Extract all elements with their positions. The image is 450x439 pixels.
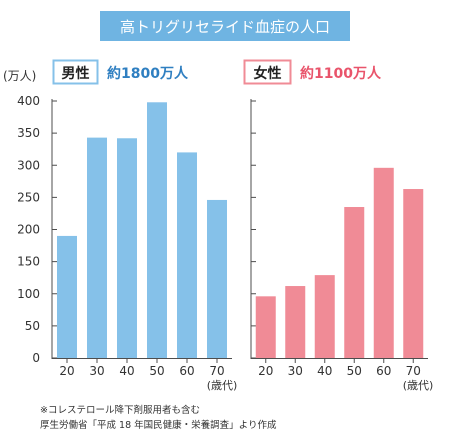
female-x-tick-label-20: 20 xyxy=(258,364,273,378)
chart-title-banner: 高トリグリセライド血症の人口 xyxy=(100,11,350,41)
female-x-tick-label-60: 60 xyxy=(376,364,391,378)
y-tick-label-250: 250 xyxy=(17,190,40,204)
female-bar-30 xyxy=(285,286,306,358)
male-bar-20 xyxy=(57,235,77,358)
y-tick-label-50: 50 xyxy=(25,319,40,333)
y-tick-label-300: 300 xyxy=(17,158,40,172)
y-tick-label-200: 200 xyxy=(17,223,40,237)
female-label-text: 女性 xyxy=(254,65,282,82)
y-tick-label-0: 0 xyxy=(32,351,40,365)
y-tick-label-350: 350 xyxy=(17,126,40,140)
female-x-tick-label-50: 50 xyxy=(347,364,362,378)
female-x-tick-label-40: 40 xyxy=(317,364,332,378)
footnote-source: 厚生労働省「平成 18 年国民健康・栄養調査」より作成 xyxy=(40,420,277,431)
footnote-medication: ※コレステロール降下剤服用者も含む xyxy=(40,405,200,416)
female-x-unit-label: (歳代) xyxy=(403,379,434,392)
male-label-text: 男性 xyxy=(62,65,90,82)
male-x-unit-label: (歳代) xyxy=(207,379,238,392)
labels-layer: 20 30 40 50 60 70 男性 約1800万人 (歳代) 20 30 40 50 60 70 女性 約… xyxy=(3,59,434,392)
female-label-box xyxy=(243,59,292,85)
female-bar-40 xyxy=(314,275,335,358)
y-tick-label-100: 100 xyxy=(17,287,40,301)
male-x-tick-label-50: 50 xyxy=(149,364,164,378)
axes-layer: 0 50 100 150 200 250 300 350 400 xyxy=(17,94,428,365)
male-label-box xyxy=(52,59,99,85)
male-x-tick-label-40: 40 xyxy=(119,364,134,378)
male-x-tick-label-60: 60 xyxy=(179,364,194,378)
male-bar-40 xyxy=(117,138,137,358)
male-bar-60 xyxy=(177,152,197,358)
y-tick-label-400: 400 xyxy=(17,94,40,108)
male-bar-30 xyxy=(87,137,107,358)
y-tick-label-150: 150 xyxy=(17,255,40,269)
female-x-tick-label-30: 30 xyxy=(288,364,303,378)
female-bar-70 xyxy=(403,189,424,358)
y-unit-label: (万人) xyxy=(3,69,36,83)
male-total-text: 約1800万人 xyxy=(107,65,189,82)
male-x-tick-label-30: 30 xyxy=(89,364,104,378)
bars-layer xyxy=(57,102,424,358)
male-bar-70 xyxy=(207,199,227,358)
male-x-tick-label-70: 70 xyxy=(209,364,224,378)
male-bar-50 xyxy=(147,102,167,358)
female-bar-60 xyxy=(373,167,394,358)
female-bar-20 xyxy=(255,296,276,358)
female-x-tick-label-70: 70 xyxy=(406,364,421,378)
male-x-tick-label-20: 20 xyxy=(59,364,74,378)
female-bar-50 xyxy=(344,207,365,358)
female-total-text: 約1100万人 xyxy=(300,65,382,82)
